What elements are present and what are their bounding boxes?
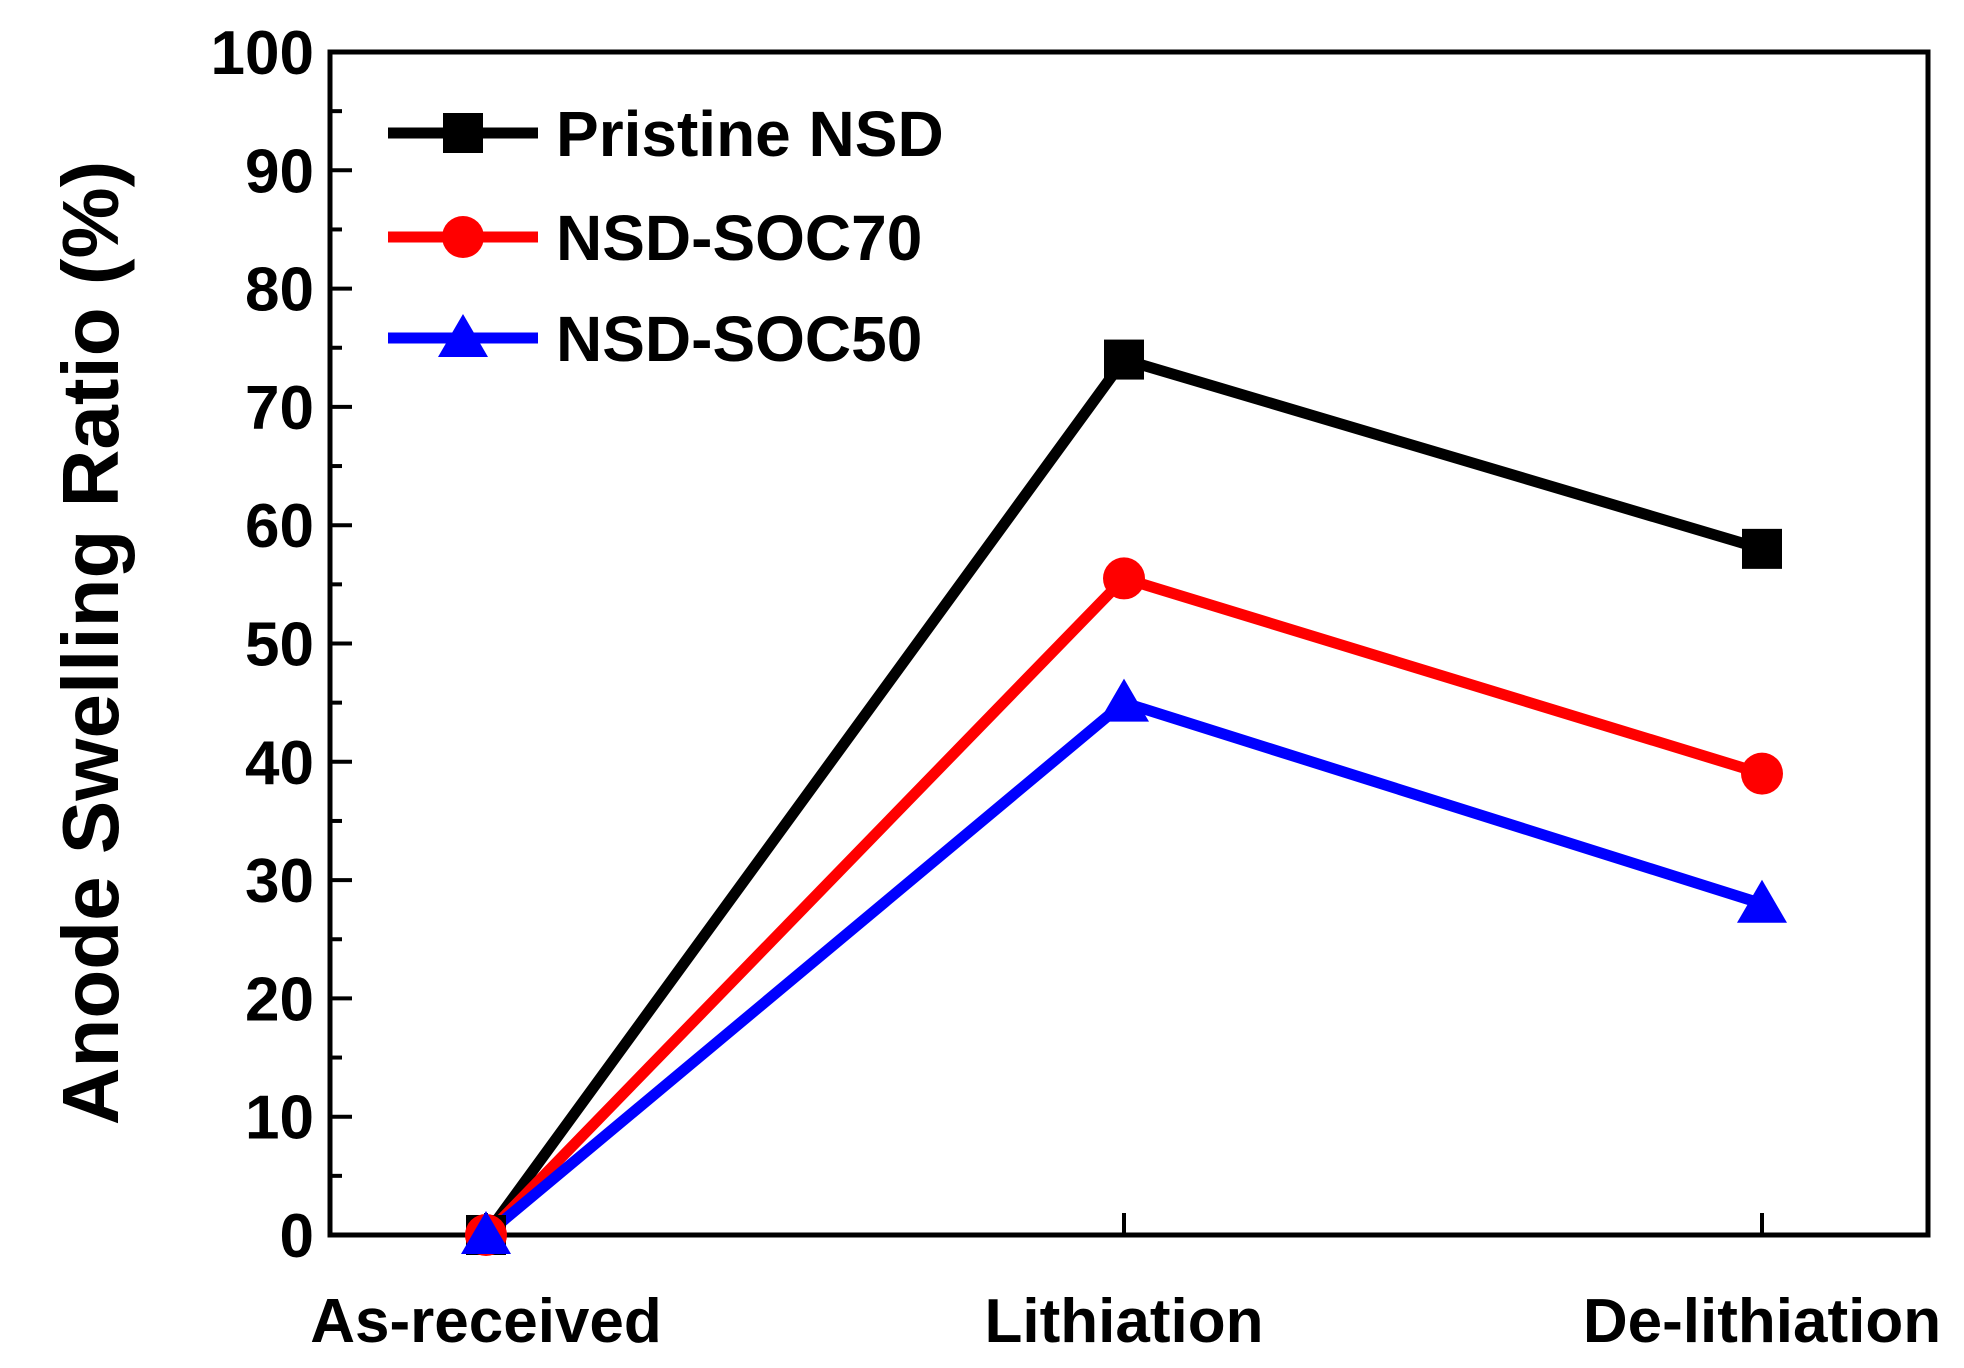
legend-label: NSD-SOC70 (556, 202, 922, 274)
legend-label: NSD-SOC50 (556, 303, 922, 375)
y-tick-label: 50 (245, 611, 314, 680)
y-tick-label: 70 (245, 374, 314, 443)
y-tick-label: 0 (280, 1202, 314, 1271)
y-axis-title: Anode Swelling Ratio (%) (46, 161, 135, 1125)
y-axis: 0 10 20 30 40 50 60 70 80 90 100 (211, 19, 352, 1271)
y-tick-label: 10 (245, 1084, 314, 1153)
y-tick-label: 40 (245, 729, 314, 798)
y-tick-label: 90 (245, 137, 314, 206)
legend-label: Pristine NSD (556, 98, 944, 170)
x-tick-label: As-received (310, 1287, 662, 1356)
x-tick-label: Lithiation (985, 1287, 1264, 1356)
y-tick-label: 20 (245, 965, 314, 1034)
data-point (1742, 528, 1782, 569)
data-point (461, 1211, 511, 1254)
legend-marker (438, 314, 488, 357)
y-tick-label: 30 (245, 847, 314, 916)
x-tick-label: De-lithiation (1583, 1287, 1941, 1356)
series-line (482, 572, 1764, 1239)
y-tick-label: 100 (211, 19, 314, 88)
legend-marker (443, 113, 483, 153)
data-point (1104, 339, 1144, 380)
series-markers (461, 339, 1787, 1256)
series-lines (481, 353, 1764, 1240)
legend-marker (442, 216, 484, 258)
data-point (1737, 879, 1787, 923)
data-point (1103, 557, 1145, 600)
y-tick-label: 80 (245, 256, 314, 325)
x-axis: As-received Lithiation De-lithiation (310, 1213, 1941, 1356)
data-point (1099, 678, 1149, 722)
legend: Pristine NSD NSD-SOC70 NSD-SOC50 (388, 98, 944, 375)
y-tick-label: 60 (245, 492, 314, 561)
series-line (481, 353, 1764, 1239)
data-point (1741, 752, 1783, 795)
